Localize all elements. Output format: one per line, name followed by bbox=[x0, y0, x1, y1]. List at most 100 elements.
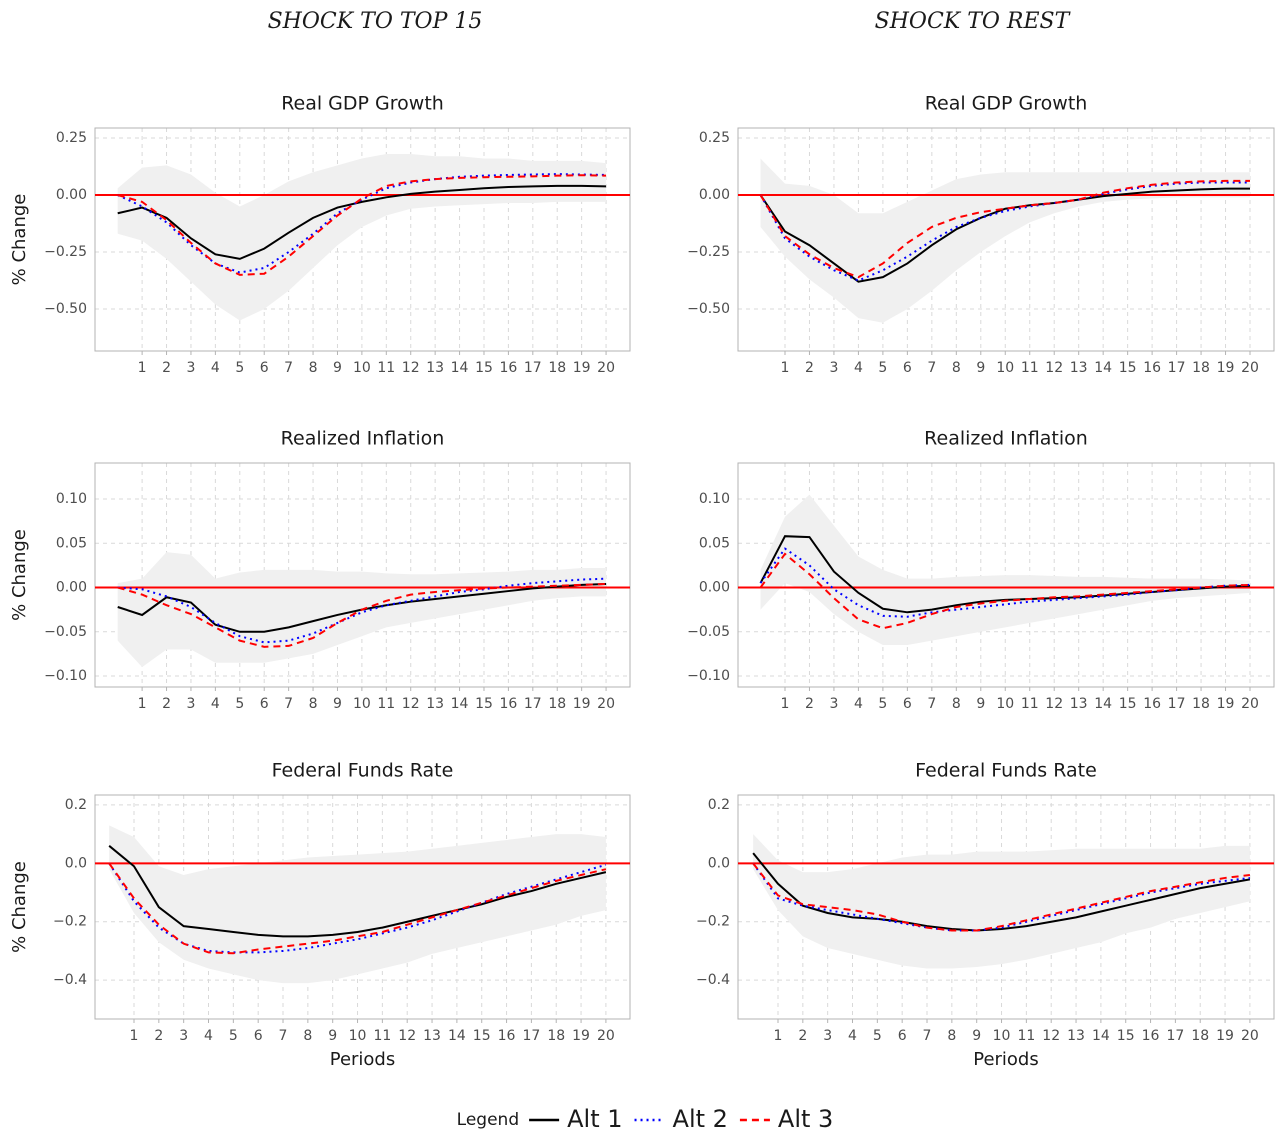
x-tick-label: 4 bbox=[211, 696, 220, 712]
x-tick-label: 5 bbox=[878, 696, 887, 712]
x-tick-label: 14 bbox=[451, 360, 469, 376]
x-tick-label: 11 bbox=[1021, 696, 1039, 712]
x-tick-label: 6 bbox=[903, 360, 912, 376]
plot-border bbox=[737, 127, 1275, 352]
x-tick-label: 1 bbox=[130, 1028, 139, 1044]
x-tick-label: 7 bbox=[927, 696, 936, 712]
x-tick-label: 15 bbox=[473, 1028, 491, 1044]
x-tick-label: 18 bbox=[1191, 1028, 1209, 1044]
x-tick-label: 6 bbox=[898, 1028, 907, 1044]
x-tick-label: 4 bbox=[854, 360, 863, 376]
panel-title: Real GDP Growth bbox=[925, 93, 1088, 115]
x-axis-label: Periods bbox=[973, 1049, 1039, 1070]
y-tick-label: 0.25 bbox=[56, 130, 87, 146]
series-line bbox=[759, 187, 1251, 283]
x-tick-label: 19 bbox=[573, 360, 591, 376]
x-tick-label: 14 bbox=[1092, 1028, 1110, 1044]
x-tick-label: 7 bbox=[284, 696, 293, 712]
series-line bbox=[752, 862, 1251, 932]
x-tick-label: 4 bbox=[848, 1028, 857, 1044]
x-tick-label: 1 bbox=[781, 360, 790, 376]
x-tick-label: 17 bbox=[1166, 1028, 1184, 1044]
y-tick-label: −0.10 bbox=[44, 668, 87, 684]
y-axis-label: % Change bbox=[9, 529, 30, 621]
x-tick-label: 14 bbox=[1094, 360, 1112, 376]
x-tick-label: 14 bbox=[451, 696, 469, 712]
x-tick-label: 17 bbox=[1168, 696, 1186, 712]
series-line bbox=[117, 582, 607, 648]
series-line bbox=[117, 184, 607, 260]
y-tick-label: −0.10 bbox=[687, 668, 730, 684]
x-tick-label: 12 bbox=[1045, 360, 1063, 376]
plot-border bbox=[737, 794, 1275, 1020]
y-tick-label: 0.0 bbox=[65, 855, 87, 871]
panel: Realized Inflation −0.10 −0.05 0.00 0.05 0.10… bbox=[9, 428, 631, 712]
x-tick-label: 11 bbox=[377, 360, 395, 376]
x-tick-label: 5 bbox=[229, 1028, 238, 1044]
x-tick-label: 20 bbox=[1241, 696, 1259, 712]
x-tick-label: 18 bbox=[548, 696, 566, 712]
x-tick-label: 10 bbox=[349, 1028, 367, 1044]
plot-border bbox=[94, 462, 631, 688]
x-tick-label: 2 bbox=[805, 360, 814, 376]
x-tick-label: 10 bbox=[996, 696, 1014, 712]
x-tick-label: 20 bbox=[1241, 1028, 1259, 1044]
x-tick-label: 6 bbox=[260, 360, 269, 376]
panel-title: Real GDP Growth bbox=[281, 93, 444, 115]
x-tick-label: 7 bbox=[923, 1028, 932, 1044]
y-tick-label: 0.05 bbox=[56, 535, 87, 551]
y-tick-label: −0.4 bbox=[53, 972, 87, 988]
x-tick-label: 3 bbox=[179, 1028, 188, 1044]
x-tick-label: 17 bbox=[524, 696, 542, 712]
x-tick-label: 19 bbox=[1216, 1028, 1234, 1044]
panel: Federal Funds Rate−0.4−0.20.00.21 2 3 4 5 6 7 8… bbox=[9, 760, 631, 1070]
x-tick-label: 11 bbox=[377, 696, 395, 712]
x-tick-label: 13 bbox=[426, 360, 444, 376]
x-tick-label: 8 bbox=[309, 696, 318, 712]
y-axis-label: % Change bbox=[9, 861, 30, 953]
x-tick-label: 3 bbox=[829, 360, 838, 376]
x-tick-label: 9 bbox=[976, 696, 985, 712]
y-tick-label: 0.00 bbox=[699, 187, 730, 203]
x-tick-label: 1 bbox=[138, 696, 147, 712]
x-tick-label: 9 bbox=[972, 1028, 981, 1044]
x-tick-label: 10 bbox=[996, 360, 1014, 376]
x-tick-label: 1 bbox=[781, 696, 790, 712]
series-line bbox=[752, 852, 1251, 932]
x-tick-label: 18 bbox=[1192, 360, 1210, 376]
x-tick-label: 17 bbox=[522, 1028, 540, 1044]
x-tick-label: 2 bbox=[162, 696, 171, 712]
y-tick-label: −0.05 bbox=[687, 624, 730, 640]
x-tick-label: 15 bbox=[1119, 360, 1137, 376]
x-tick-label: 16 bbox=[1143, 360, 1161, 376]
y-tick-label: 0.00 bbox=[56, 187, 87, 203]
x-tick-label: 15 bbox=[1117, 1028, 1135, 1044]
y-tick-label: −0.05 bbox=[44, 624, 87, 640]
series-line bbox=[108, 845, 607, 938]
x-tick-label: 8 bbox=[952, 696, 961, 712]
x-tick-label: 6 bbox=[254, 1028, 263, 1044]
series-line bbox=[759, 181, 1251, 282]
x-tick-label: 17 bbox=[524, 360, 542, 376]
x-tick-label: 12 bbox=[1045, 696, 1063, 712]
x-tick-label: 13 bbox=[1070, 696, 1088, 712]
y-tick-label: 0.0 bbox=[708, 855, 730, 871]
x-tick-label: 15 bbox=[1119, 696, 1137, 712]
x-tick-label: 19 bbox=[1217, 360, 1235, 376]
x-tick-label: 7 bbox=[279, 1028, 288, 1044]
x-tick-label: 12 bbox=[398, 1028, 416, 1044]
y-tick-label: −0.50 bbox=[44, 301, 87, 317]
y-tick-label: −0.2 bbox=[696, 914, 730, 930]
column-title: SHOCK TO REST bbox=[875, 9, 1072, 34]
x-tick-label: 18 bbox=[548, 360, 566, 376]
x-tick-label: 12 bbox=[402, 360, 420, 376]
y-tick-label: −0.25 bbox=[44, 244, 87, 260]
x-tick-label: 5 bbox=[873, 1028, 882, 1044]
x-tick-label: 18 bbox=[547, 1028, 565, 1044]
x-tick-label: 14 bbox=[448, 1028, 466, 1044]
x-tick-label: 11 bbox=[1021, 360, 1039, 376]
x-tick-label: 7 bbox=[284, 360, 293, 376]
x-tick-label: 2 bbox=[798, 1028, 807, 1044]
x-tick-label: 2 bbox=[162, 360, 171, 376]
y-tick-label: 0.10 bbox=[56, 491, 87, 507]
